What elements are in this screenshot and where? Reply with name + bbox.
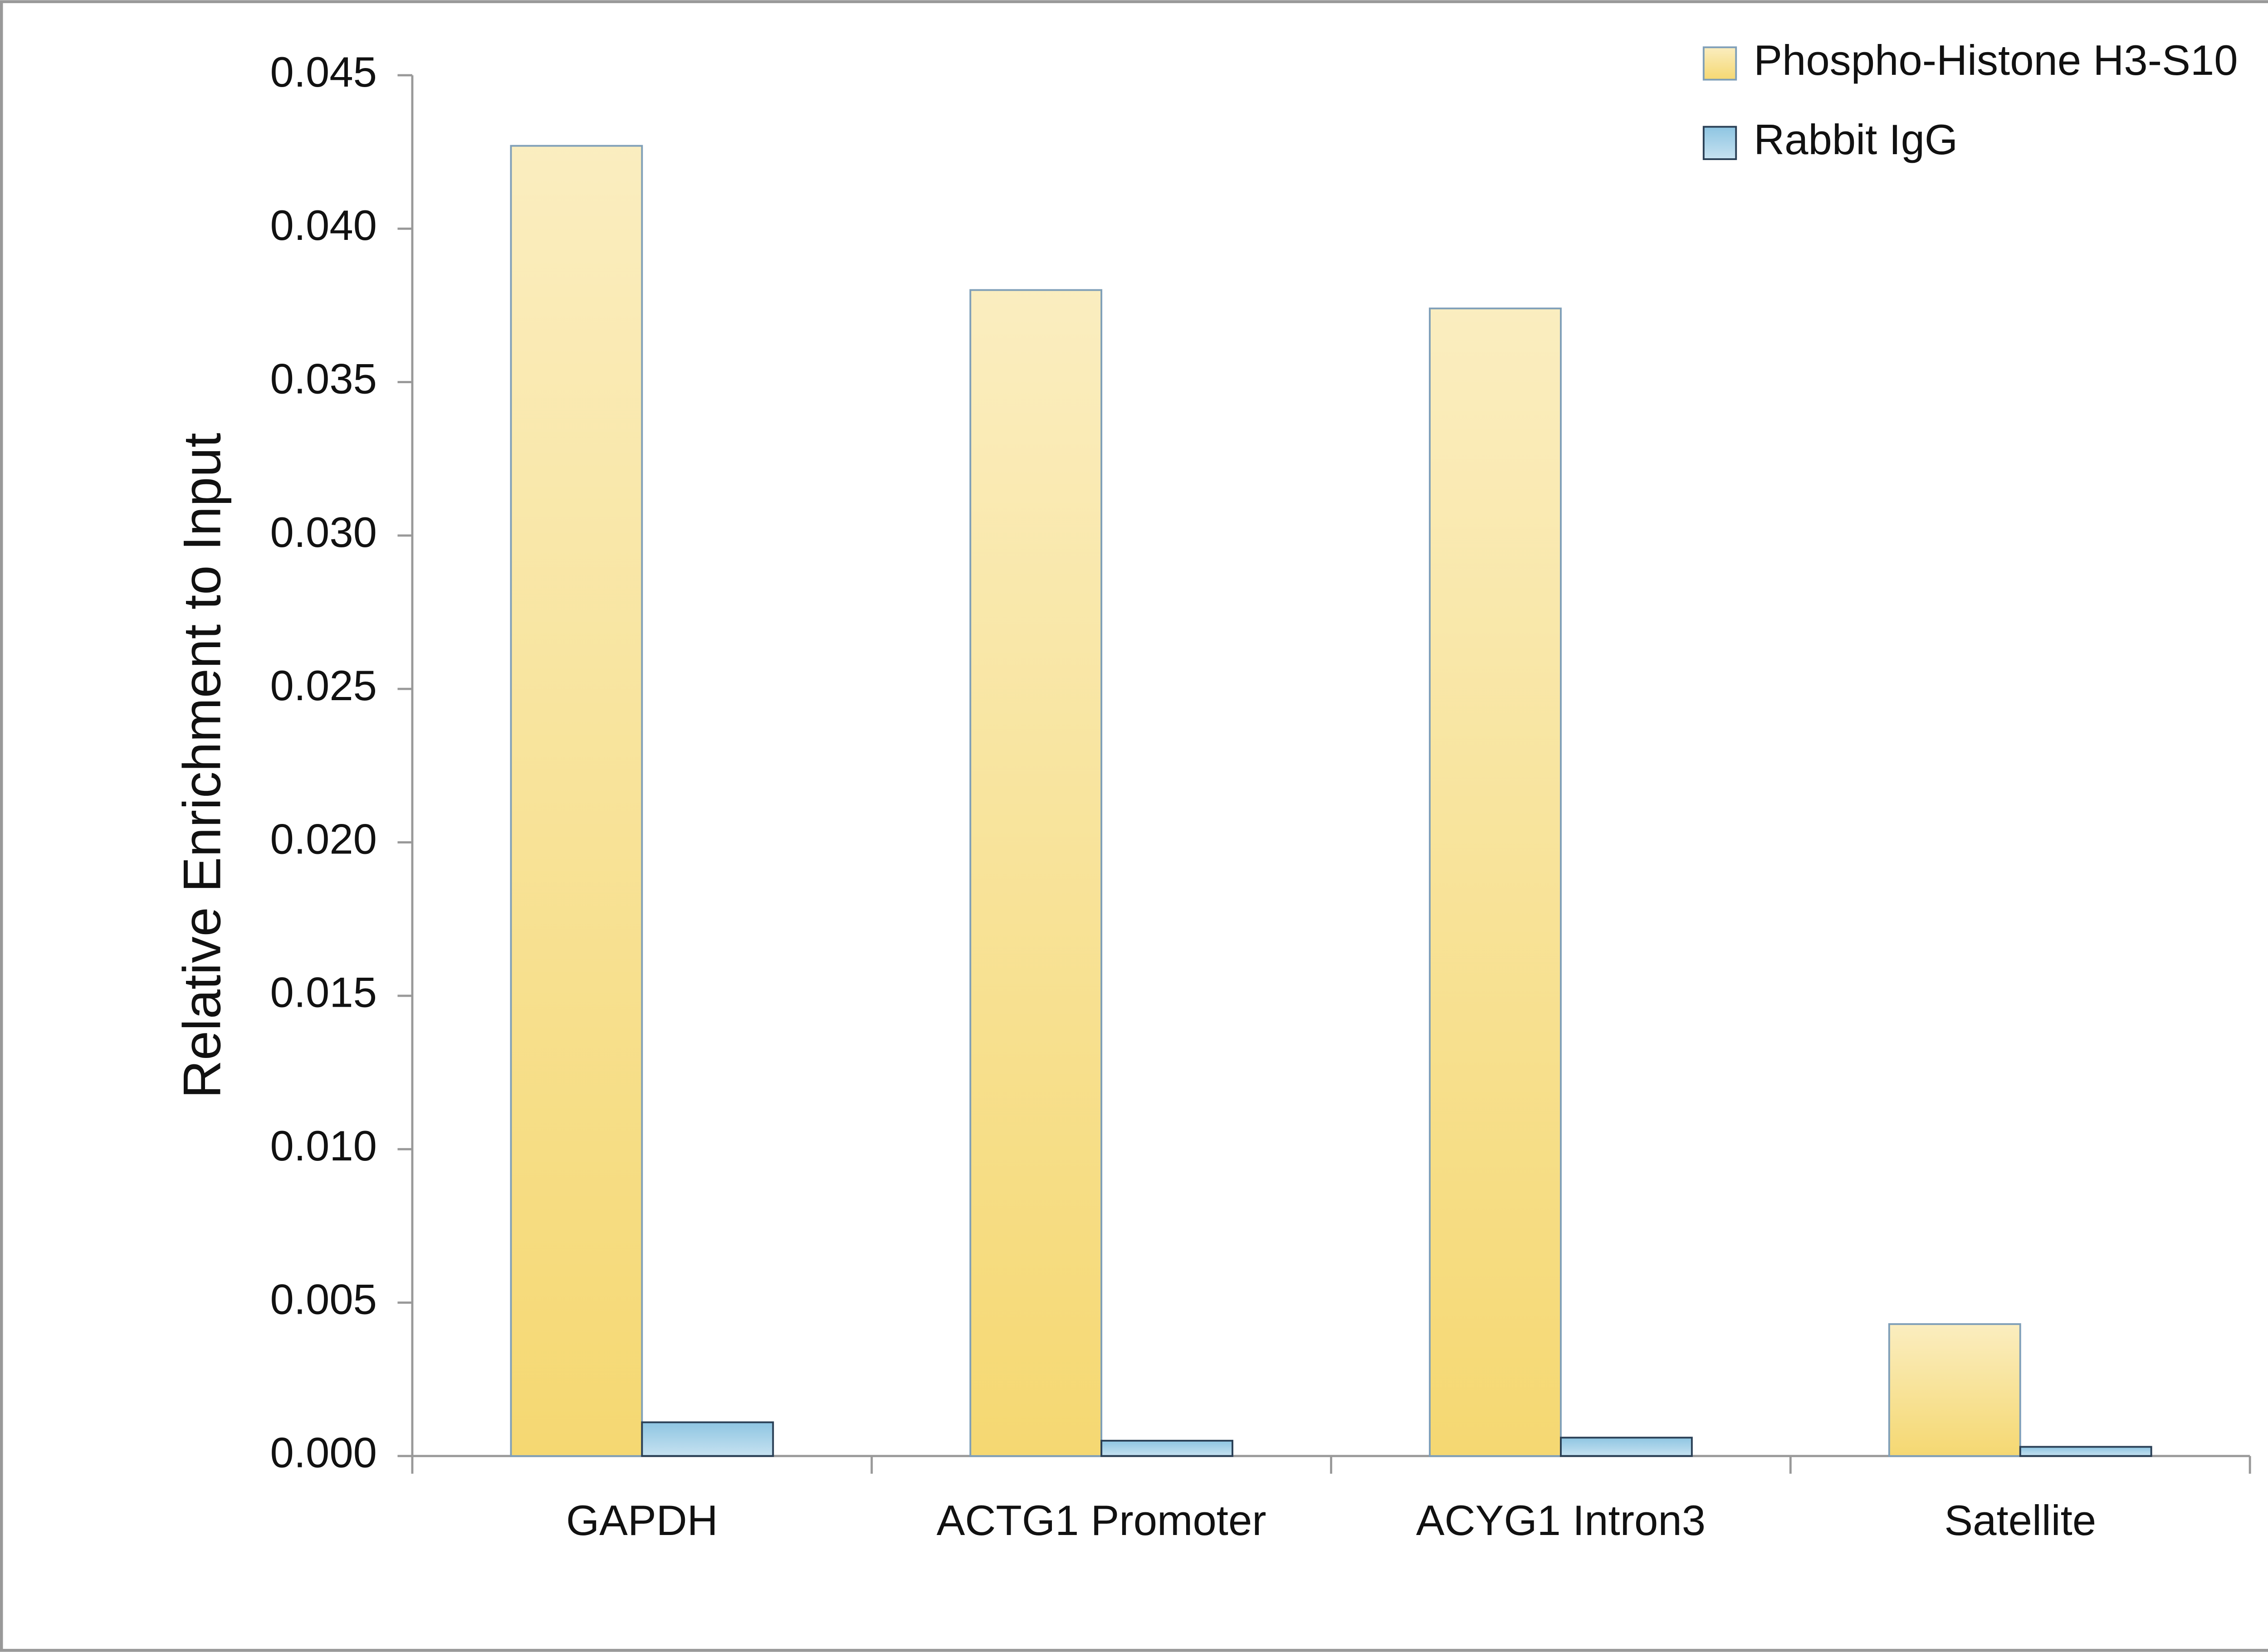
legend-swatch <box>1702 46 1737 81</box>
bar <box>969 289 1103 1457</box>
x-tick-label: ACYG1 Intron3 <box>1416 1496 1706 1544</box>
y-tick-label: 0.000 <box>270 1429 377 1477</box>
y-tick-label: 0.035 <box>270 355 377 402</box>
bar <box>1888 1323 2021 1457</box>
bar <box>2019 1446 2152 1457</box>
bar <box>510 145 643 1457</box>
y-tick-label: 0.005 <box>270 1275 377 1323</box>
bar <box>1100 1440 1233 1457</box>
legend-label: Rabbit IgG <box>1754 116 1958 163</box>
y-tick-label: 0.040 <box>270 201 377 249</box>
y-axis-label: Relative Enrichment to Input <box>172 433 231 1098</box>
y-tick-label: 0.025 <box>270 662 377 709</box>
bar <box>1429 307 1562 1457</box>
x-tick-label: GAPDH <box>566 1496 718 1544</box>
y-tick-label: 0.015 <box>270 969 377 1016</box>
y-tick-label: 0.030 <box>270 508 377 556</box>
x-tick-label: Satellite <box>1944 1496 2096 1544</box>
y-tick-label: 0.010 <box>270 1122 377 1170</box>
legend-label: Phospho-Histone H3-S10 <box>1754 36 2238 84</box>
legend-swatch <box>1702 126 1737 160</box>
x-tick-label: ACTG1 Promoter <box>937 1496 1266 1544</box>
bar <box>1559 1437 1693 1457</box>
y-tick-label: 0.020 <box>270 815 377 863</box>
bar <box>641 1421 774 1457</box>
y-tick-label: 0.045 <box>270 48 377 96</box>
